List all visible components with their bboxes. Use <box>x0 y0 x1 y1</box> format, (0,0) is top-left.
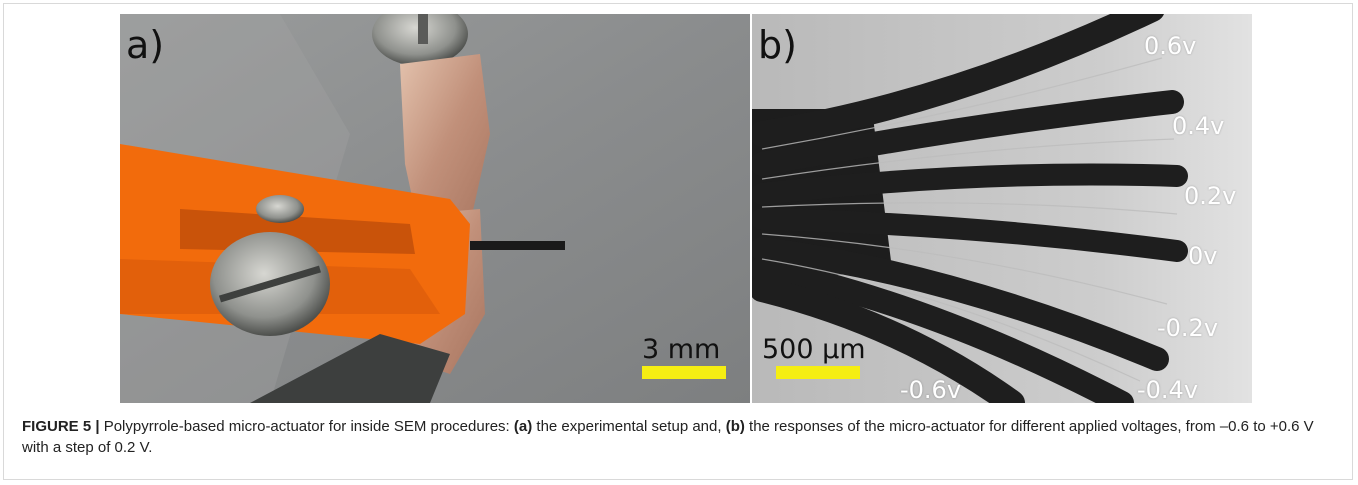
panel-b-label: b) <box>758 23 797 67</box>
panel-a-label: a) <box>126 23 165 67</box>
panel-a-scale-label: 3 mm <box>642 334 721 365</box>
arm-0.2v <box>752 163 1188 205</box>
panel-b-scale-bar <box>776 366 860 379</box>
figure-number: FIGURE 5 | <box>22 418 100 435</box>
sem-actuator-illustration <box>752 14 1252 403</box>
panel-b-scale-label: 500 µm <box>762 334 866 365</box>
arm-0.6v <box>752 14 1164 147</box>
figure-caption: FIGURE 5 | Polypyrrole-based micro-actua… <box>22 416 1342 458</box>
voltage-label-0v: 0v <box>1188 242 1218 270</box>
arm-0v <box>752 208 1188 262</box>
voltage-label-0.6v: 0.6v <box>1144 32 1197 60</box>
arm-minus-0.6v <box>752 276 1025 403</box>
voltage-label-0.2v: 0.2v <box>1184 182 1237 210</box>
voltage-label-minus-0.4v: -0.4v <box>1137 376 1199 403</box>
caption-text-1: Polypyrrole-based micro-actuator for ins… <box>99 418 514 435</box>
caption-text-2: the experimental setup and, <box>532 418 726 435</box>
panel-b-sem-image: b) 0.6v 0.4v 0.2v 0v -0.2v -0.4v -0.6v 5… <box>752 14 1252 403</box>
figure-frame: a) 3 mm <box>3 3 1353 480</box>
panel-a-scale-bar <box>642 366 726 379</box>
arm-minus-0.2v <box>752 237 1169 371</box>
voltage-label-minus-0.6v: -0.6v <box>900 376 962 403</box>
arm-minus-0.4v <box>752 257 1134 403</box>
arm-0.4v <box>752 90 1184 176</box>
panel-a-photo: a) 3 mm <box>120 14 750 403</box>
caption-text-3: the responses of the micro-actuator for … <box>22 418 1314 456</box>
caption-panel-b-ref: (b) <box>725 418 745 435</box>
voltage-label-minus-0.2v: -0.2v <box>1157 314 1219 342</box>
setup-photo-illustration <box>120 14 750 403</box>
caption-panel-a-ref: (a) <box>513 418 533 435</box>
voltage-label-0.4v: 0.4v <box>1172 112 1225 140</box>
